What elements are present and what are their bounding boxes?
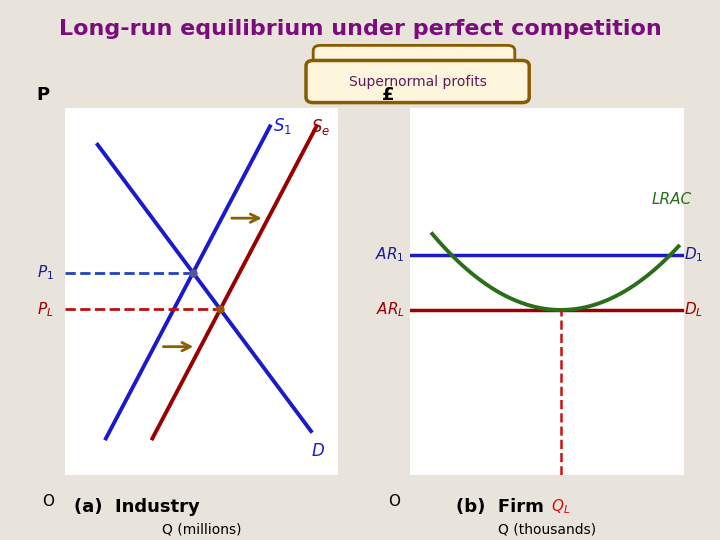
Text: $AR_1$: $AR_1$ <box>375 246 405 264</box>
Text: £: £ <box>382 86 395 104</box>
FancyBboxPatch shape <box>306 60 529 103</box>
Text: $D_L$: $D_L$ <box>684 301 703 319</box>
Text: $D_1$: $D_1$ <box>684 246 703 264</box>
Text: $AR_L$: $AR_L$ <box>376 301 405 319</box>
Text: P: P <box>36 86 50 104</box>
Text: $Q_L$: $Q_L$ <box>552 497 570 516</box>
Text: $S_1$: $S_1$ <box>273 116 292 137</box>
Text: $P_1$: $P_1$ <box>37 264 54 282</box>
Text: Profits return: Profits return <box>374 60 454 73</box>
Text: $D$: $D$ <box>311 442 325 460</box>
Text: $S_e$: $S_e$ <box>311 117 330 137</box>
Text: Supernormal profits: Supernormal profits <box>348 75 487 89</box>
Text: (b)  Firm: (b) Firm <box>456 498 544 516</box>
Text: LRAC: LRAC <box>651 192 691 207</box>
Text: $P_L$: $P_L$ <box>37 300 54 319</box>
Text: Q (millions): Q (millions) <box>162 523 241 537</box>
Text: Long-run equilibrium under perfect competition: Long-run equilibrium under perfect compe… <box>58 19 662 39</box>
FancyBboxPatch shape <box>313 45 515 87</box>
Text: O: O <box>42 494 55 509</box>
Text: O: O <box>388 494 400 509</box>
Text: Q (thousands): Q (thousands) <box>498 523 596 537</box>
Text: (a)  Industry: (a) Industry <box>74 498 199 516</box>
